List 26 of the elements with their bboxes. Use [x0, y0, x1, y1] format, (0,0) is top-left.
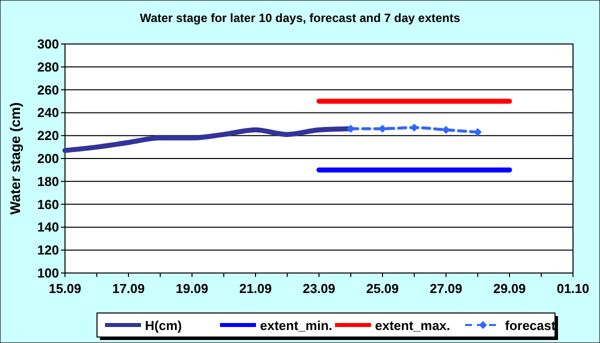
y-tick-label: 160 — [37, 196, 59, 212]
x-tick-label: 01.10 — [556, 281, 590, 296]
x-tick-label: 27.09 — [430, 281, 462, 296]
y-axis-title: Water stage (cm) — [7, 102, 23, 215]
x-tick-label: 21.09 — [239, 281, 272, 296]
y-tick-label: 280 — [37, 59, 59, 74]
legend-label: forecast — [505, 318, 556, 333]
x-tick-label: 29.09 — [493, 281, 526, 296]
y-tick-label: 200 — [37, 151, 59, 166]
legend-label: extent_min. — [260, 318, 332, 333]
x-tick-label: 15.09 — [48, 281, 82, 296]
y-tick-label: 120 — [37, 242, 59, 258]
legend-label: extent_max. — [375, 318, 450, 333]
y-tick-label: 260 — [37, 82, 59, 98]
legend-label: H(cm) — [145, 318, 182, 333]
x-tick-label: 25.09 — [366, 281, 399, 296]
y-tick-label: 240 — [37, 105, 59, 120]
y-tick-label: 140 — [37, 220, 59, 235]
x-tick-label: 19.09 — [176, 281, 208, 296]
y-tick-label: 100 — [37, 266, 59, 280]
y-tick-label: 300 — [37, 36, 59, 52]
x-tick-label: 23.09 — [302, 281, 336, 296]
y-tick-label: 220 — [37, 128, 59, 144]
chart-title: Water stage for later 10 days, forecast and 7 day extents — [140, 11, 460, 25]
y-tick-label: 180 — [37, 174, 59, 189]
x-tick-label: 17.09 — [112, 281, 145, 296]
